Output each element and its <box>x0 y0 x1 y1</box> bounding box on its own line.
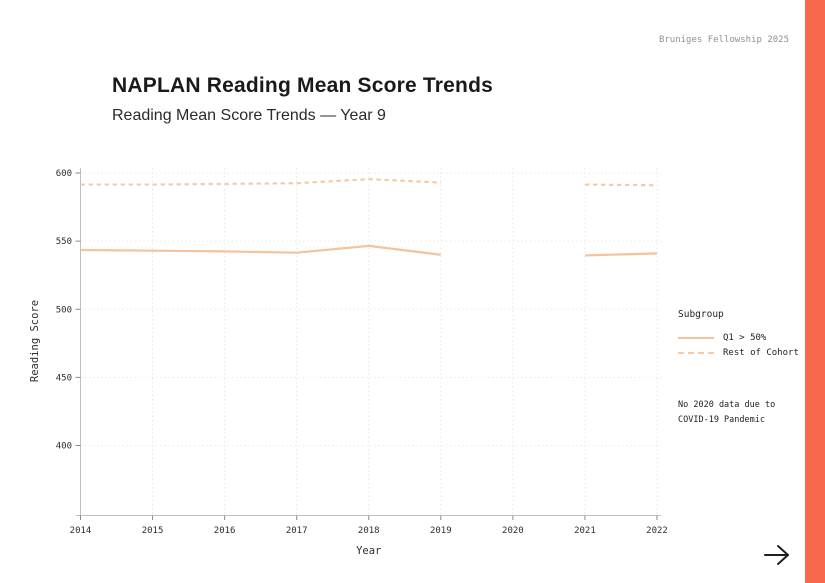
credit-text: Bruniges Fellowship 2025 <box>658 35 789 45</box>
page-title: NAPLAN Reading Mean Score Trends <box>112 74 493 97</box>
svg-text:2017: 2017 <box>286 526 308 536</box>
legend-label: Rest of Cohort <box>723 347 799 358</box>
svg-text:450: 450 <box>56 373 72 383</box>
covid-annotation: No 2020 data due to COVID-19 Pandemic <box>678 398 775 428</box>
chart-legend: Subgroup Q1 > 50% Rest of Cohort <box>678 309 799 360</box>
svg-text:400: 400 <box>56 442 72 452</box>
legend-item: Q1 > 50% <box>678 330 799 345</box>
legend-title: Subgroup <box>678 309 724 320</box>
next-arrow-icon <box>764 545 789 565</box>
legend-label: Q1 > 50% <box>723 332 767 343</box>
legend-item: Rest of Cohort <box>678 345 799 360</box>
accent-bar <box>805 0 825 583</box>
svg-text:2014: 2014 <box>70 526 92 536</box>
annotation-line: COVID-19 Pandemic <box>678 415 765 425</box>
svg-text:2019: 2019 <box>430 526 452 536</box>
annotation-line: No 2020 data due to <box>678 400 776 410</box>
svg-text:2016: 2016 <box>214 526 236 536</box>
svg-text:550: 550 <box>56 237 72 247</box>
svg-text:2021: 2021 <box>574 526 596 536</box>
next-slide-button[interactable] <box>762 541 792 569</box>
legend-swatch-dashed-line-icon <box>678 351 714 354</box>
svg-text:2018: 2018 <box>358 526 380 536</box>
page-subtitle: Reading Mean Score Trends — Year 9 <box>112 107 386 124</box>
svg-text:500: 500 <box>56 305 72 315</box>
svg-text:2015: 2015 <box>142 526 164 536</box>
svg-text:2020: 2020 <box>502 526 524 536</box>
svg-text:2022: 2022 <box>646 526 668 536</box>
svg-text:600: 600 <box>56 169 72 179</box>
svg-text:Reading Score: Reading Score <box>29 300 41 382</box>
legend-swatch-solid-line-icon <box>678 336 714 339</box>
svg-text:Year: Year <box>356 545 381 557</box>
